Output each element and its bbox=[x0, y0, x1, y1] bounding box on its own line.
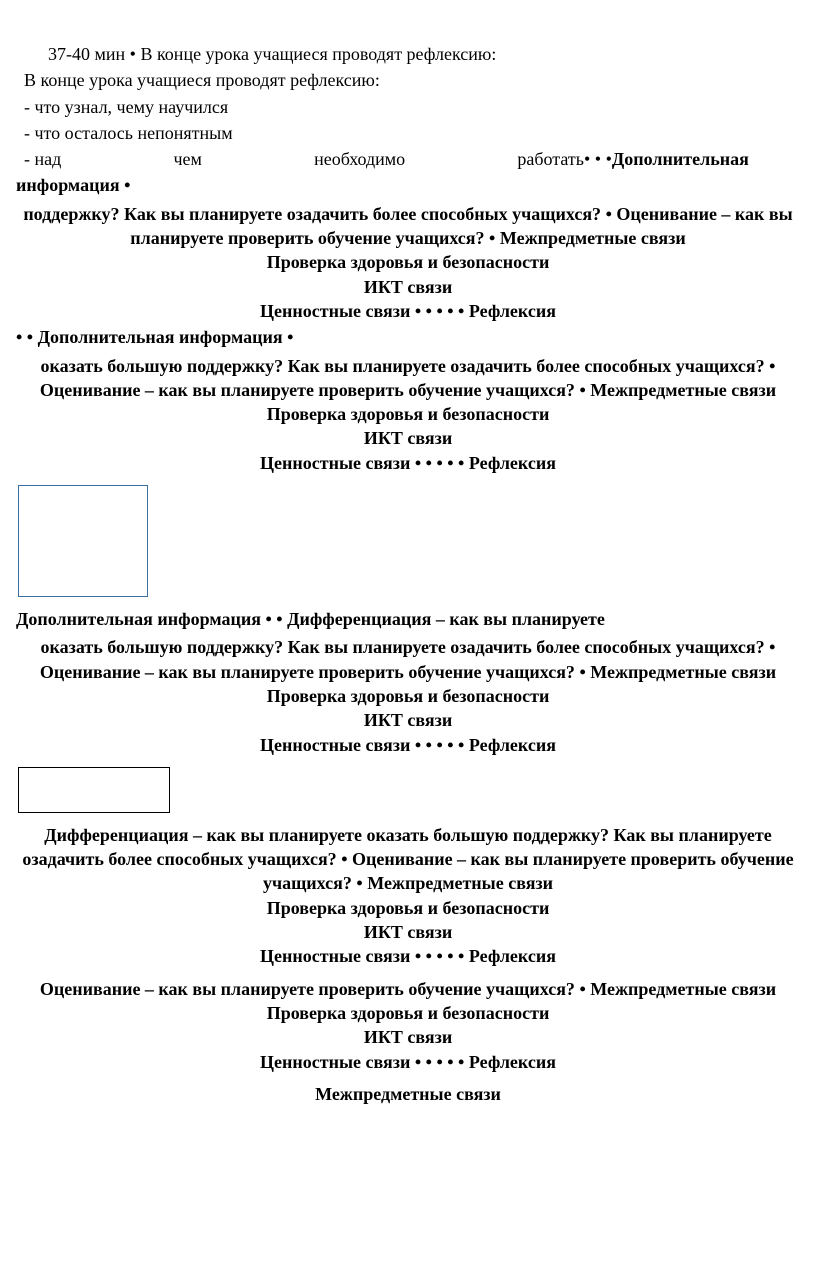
block5: Оценивание – как вы планируете проверить… bbox=[16, 977, 800, 1074]
blue-box bbox=[18, 485, 148, 597]
block3: оказать большую поддержку? Как вы планир… bbox=[16, 635, 800, 756]
dots5: • • • • • bbox=[410, 946, 469, 966]
b2-c3: Межпредметные связи bbox=[590, 380, 776, 400]
b4-c6b: Рефлексия bbox=[469, 946, 556, 966]
block2-lead: • • Дополнительная информация • bbox=[16, 325, 800, 349]
b1-c3: Межпредметные связи bbox=[500, 228, 686, 248]
b3-l1a: Дополнительная информация bbox=[16, 609, 261, 629]
b1-c1: поддержку? Как вы планируете озадачить б… bbox=[23, 204, 601, 224]
dot-sep: • bbox=[601, 204, 616, 224]
b3-c2: Оценивание – как вы планируете проверить… bbox=[40, 662, 575, 682]
dot-sep: • bbox=[765, 637, 776, 657]
b3-c3: Межпредметные связи bbox=[590, 662, 776, 682]
j-w1: - над bbox=[24, 147, 61, 171]
b4-c5: ИКТ связи bbox=[16, 920, 800, 944]
dot-sep: • bbox=[485, 228, 500, 248]
b5-c3: Межпредметные связи bbox=[590, 979, 776, 999]
dot-sep: • bbox=[575, 662, 590, 682]
b6-c3: Межпредметные связи bbox=[16, 1082, 800, 1106]
dot-sep: • bbox=[125, 44, 140, 64]
dots3: • • • bbox=[584, 147, 612, 171]
b2-c6a: Ценностные связи bbox=[260, 453, 410, 473]
dot-sep: • bbox=[575, 979, 590, 999]
j-w2: чем bbox=[173, 147, 201, 171]
b4-c6a: Ценностные связи bbox=[260, 946, 410, 966]
line-1: 37-40 мин • В конце урока учащиеся прово… bbox=[48, 42, 800, 66]
dots5: • • • • • bbox=[410, 735, 469, 755]
line-2: В конце урока учащиеся проводят рефлекси… bbox=[24, 68, 800, 92]
dots5: • • • • • bbox=[410, 301, 469, 321]
dot-sep: • bbox=[352, 873, 367, 893]
b4-c4: Проверка здоровья и безопасности bbox=[16, 896, 800, 920]
info-left: информация • bbox=[16, 173, 800, 197]
dot-sep: • bbox=[120, 175, 131, 195]
dot-sep: • bbox=[283, 327, 294, 347]
justified-line: - над чем необходимо работать • • • Допо… bbox=[16, 147, 800, 171]
b5-c6a: Ценностные связи bbox=[260, 1052, 410, 1072]
block1: поддержку? Как вы планируете озадачить б… bbox=[16, 202, 800, 323]
dots2: • • bbox=[16, 327, 38, 347]
dots5: • • • • • bbox=[410, 1052, 469, 1072]
block2: оказать большую поддержку? Как вы планир… bbox=[16, 354, 800, 475]
b2-c1: оказать большую поддержку? Как вы планир… bbox=[41, 356, 765, 376]
b5-c6b: Рефлексия bbox=[469, 1052, 556, 1072]
b2-l1: Дополнительная информация bbox=[38, 327, 283, 347]
dots5: • • • • • bbox=[410, 453, 469, 473]
dot-sep: • bbox=[337, 849, 352, 869]
b2-c6b: Рефлексия bbox=[469, 453, 556, 473]
b3-l1b: Дифференциация – как вы планируете bbox=[287, 609, 605, 629]
block4: Дифференциация – как вы планируете оказа… bbox=[16, 823, 800, 969]
b2-c2: Оценивание – как вы планируете проверить… bbox=[40, 380, 575, 400]
b4-c3: Межпредметные связи bbox=[367, 873, 553, 893]
info-word: информация bbox=[16, 175, 120, 195]
b3-c5: ИКТ связи bbox=[16, 708, 800, 732]
b1-c4: Проверка здоровья и безопасности bbox=[16, 250, 800, 274]
b5-c5: ИКТ связи bbox=[16, 1025, 800, 1049]
block6: Межпредметные связи bbox=[16, 1082, 800, 1106]
dot-sep: • bbox=[575, 380, 590, 400]
b1-c6a: Ценностные связи bbox=[260, 301, 410, 321]
dot-sep: • bbox=[261, 609, 276, 629]
b1-c5: ИКТ связи bbox=[16, 275, 800, 299]
dot-sep: • bbox=[765, 356, 776, 376]
b1-c6b: Рефлексия bbox=[469, 301, 556, 321]
b5-c1: Оценивание – как вы планируете проверить… bbox=[40, 979, 575, 999]
block3-lead: Дополнительная информация • • Дифференци… bbox=[16, 607, 800, 631]
b5-c4: Проверка здоровья и безопасности bbox=[16, 1001, 800, 1025]
b2-c4: Проверка здоровья и безопасности bbox=[16, 402, 800, 426]
line-3: - что узнал, чему научился bbox=[24, 95, 800, 119]
tail-bold: Дополнительная bbox=[612, 147, 749, 171]
j-w3: необходимо bbox=[314, 147, 405, 171]
b3-c6a: Ценностные связи bbox=[260, 735, 410, 755]
line1-text: В конце урока учащиеся проводят рефлекси… bbox=[140, 44, 496, 64]
b3-c4: Проверка здоровья и безопасности bbox=[16, 684, 800, 708]
time-label: 37-40 мин bbox=[48, 44, 125, 64]
line-4: - что осталось непонятным bbox=[24, 121, 800, 145]
black-box bbox=[18, 767, 170, 813]
b3-c1: оказать большую поддержку? Как вы планир… bbox=[41, 637, 765, 657]
b3-c6b: Рефлексия bbox=[469, 735, 556, 755]
b2-c5: ИКТ связи bbox=[16, 426, 800, 450]
dot-sep: • bbox=[276, 609, 287, 629]
j-w4: работать bbox=[517, 147, 584, 171]
